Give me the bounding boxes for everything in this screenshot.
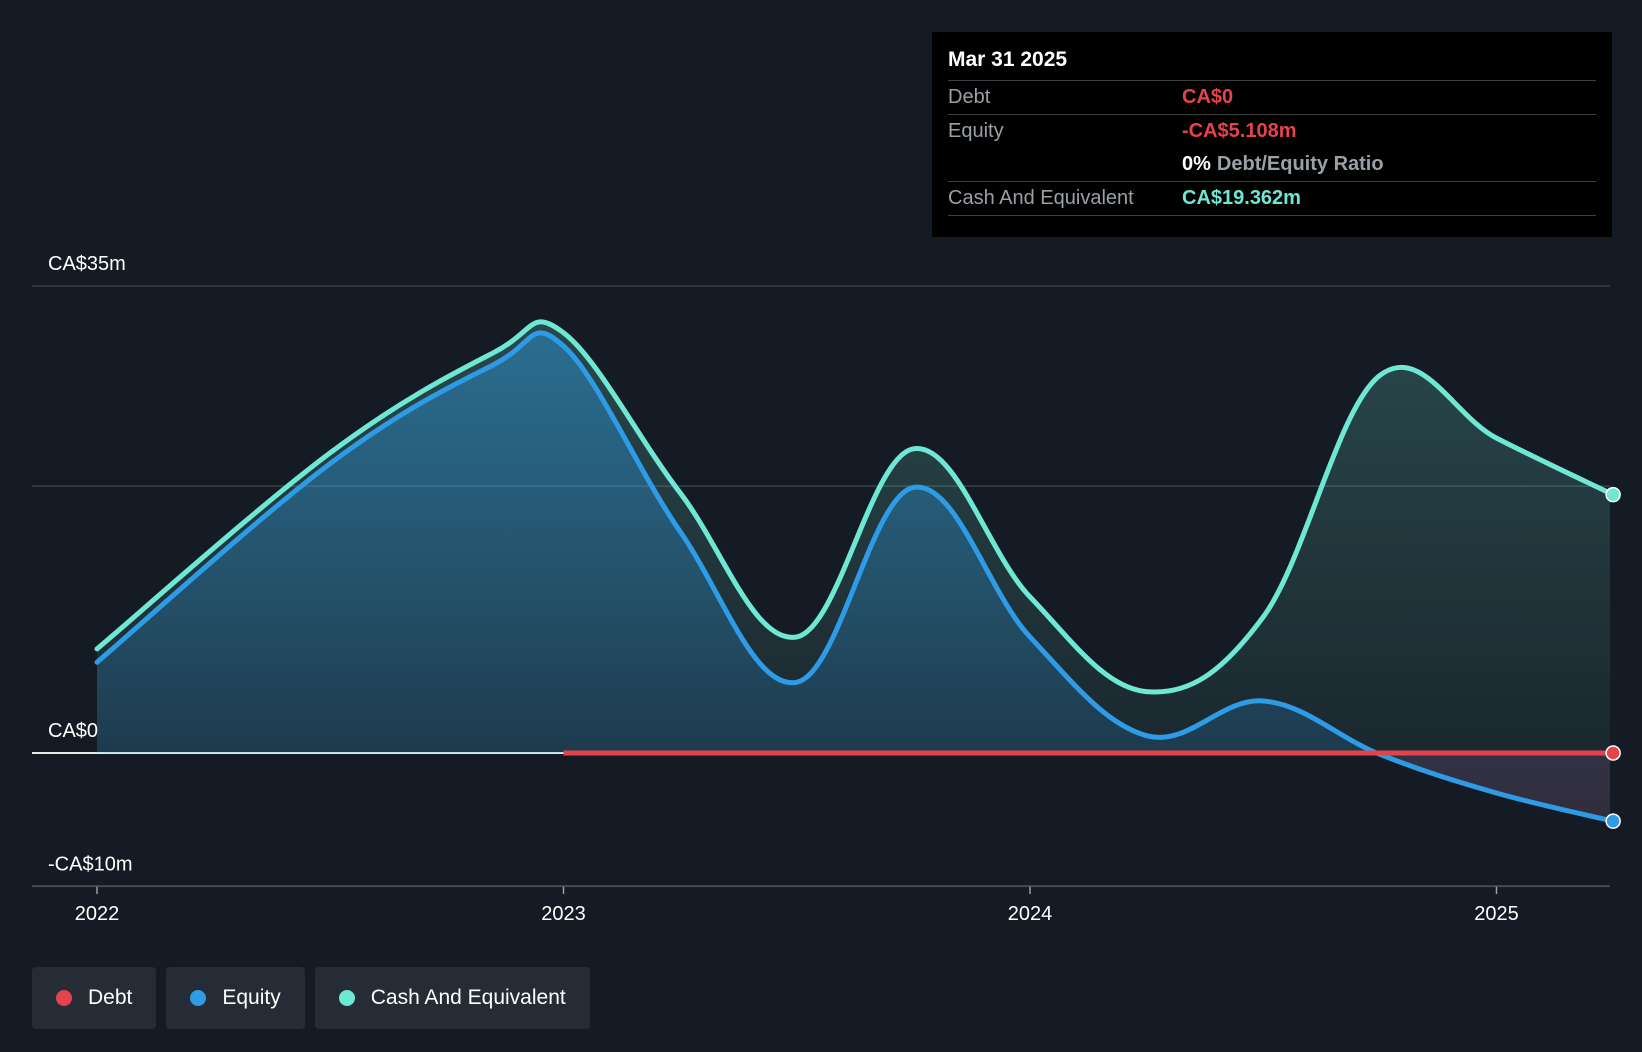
tooltip-cash-value: CA$19.362m (1182, 187, 1301, 209)
cash-endpoint (1605, 486, 1621, 503)
tooltip-row-ratio: 0% Debt/Equity Ratio (948, 148, 1596, 181)
legend-label-equity: Equity (222, 986, 281, 1009)
legend: Debt Equity Cash And Equivalent (32, 967, 590, 1029)
legend-dot-debt (56, 990, 72, 1006)
debt-endpoint (1605, 745, 1621, 761)
tooltip-row-debt: Debt CA$0 (948, 80, 1596, 114)
y-label-2: -CA$10m (48, 853, 132, 875)
legend-item-cash[interactable]: Cash And Equivalent (314, 967, 590, 1029)
tooltip-equity-value: -CA$5.108m (1182, 120, 1297, 142)
legend-item-equity[interactable]: Equity (166, 967, 305, 1029)
tooltip-date: Mar 31 2025 (948, 48, 1068, 71)
tooltip-equity-label: Equity (948, 120, 1004, 142)
tooltip-ratio-label: Debt/Equity Ratio (1216, 153, 1384, 175)
legend-item-debt[interactable]: Debt (32, 967, 157, 1029)
y-label-1: CA$0 (48, 720, 98, 742)
tooltip-row-cash: Cash And Equivalent CA$19.362m (948, 181, 1596, 216)
y-label-0: CA$35m (48, 253, 126, 275)
equity-endpoint (1605, 813, 1621, 829)
x-tick-label-2: 2024 (1008, 903, 1053, 925)
legend-label-debt: Debt (88, 986, 133, 1009)
series-areas (97, 321, 1610, 821)
legend-label-cash: Cash And Equivalent (370, 986, 566, 1009)
equity-area (97, 333, 1610, 821)
y-axis-labels: CA$35m CA$0 -CA$10m (48, 253, 132, 875)
tooltip-row-equity: Equity -CA$5.108m (948, 114, 1596, 148)
equity-line (94, 330, 1616, 824)
x-tick-label-0: 2022 (75, 903, 120, 925)
series-endpoints (1605, 486, 1621, 829)
tooltip-debt-value: CA$0 (1182, 86, 1234, 108)
tooltip-ratio-value: 0% (1182, 153, 1211, 175)
tooltip-cash-label: Cash And Equivalent (948, 187, 1134, 209)
x-tick-label-3: 2025 (1474, 903, 1519, 925)
x-axis-ticks: 2022 2023 2024 2025 (32, 885, 1610, 925)
tooltip-panel: Mar 31 2025 Debt CA$0 Equity -CA$5.108m … (932, 32, 1612, 237)
legend-dot-equity (190, 990, 207, 1006)
legend-dot-cash (338, 990, 355, 1006)
tooltip-debt-label: Debt (948, 86, 991, 108)
negative-equity-area (97, 753, 1610, 821)
cash-line (94, 319, 1616, 695)
series-lines (94, 319, 1616, 824)
x-tick-label-1: 2023 (541, 903, 586, 925)
